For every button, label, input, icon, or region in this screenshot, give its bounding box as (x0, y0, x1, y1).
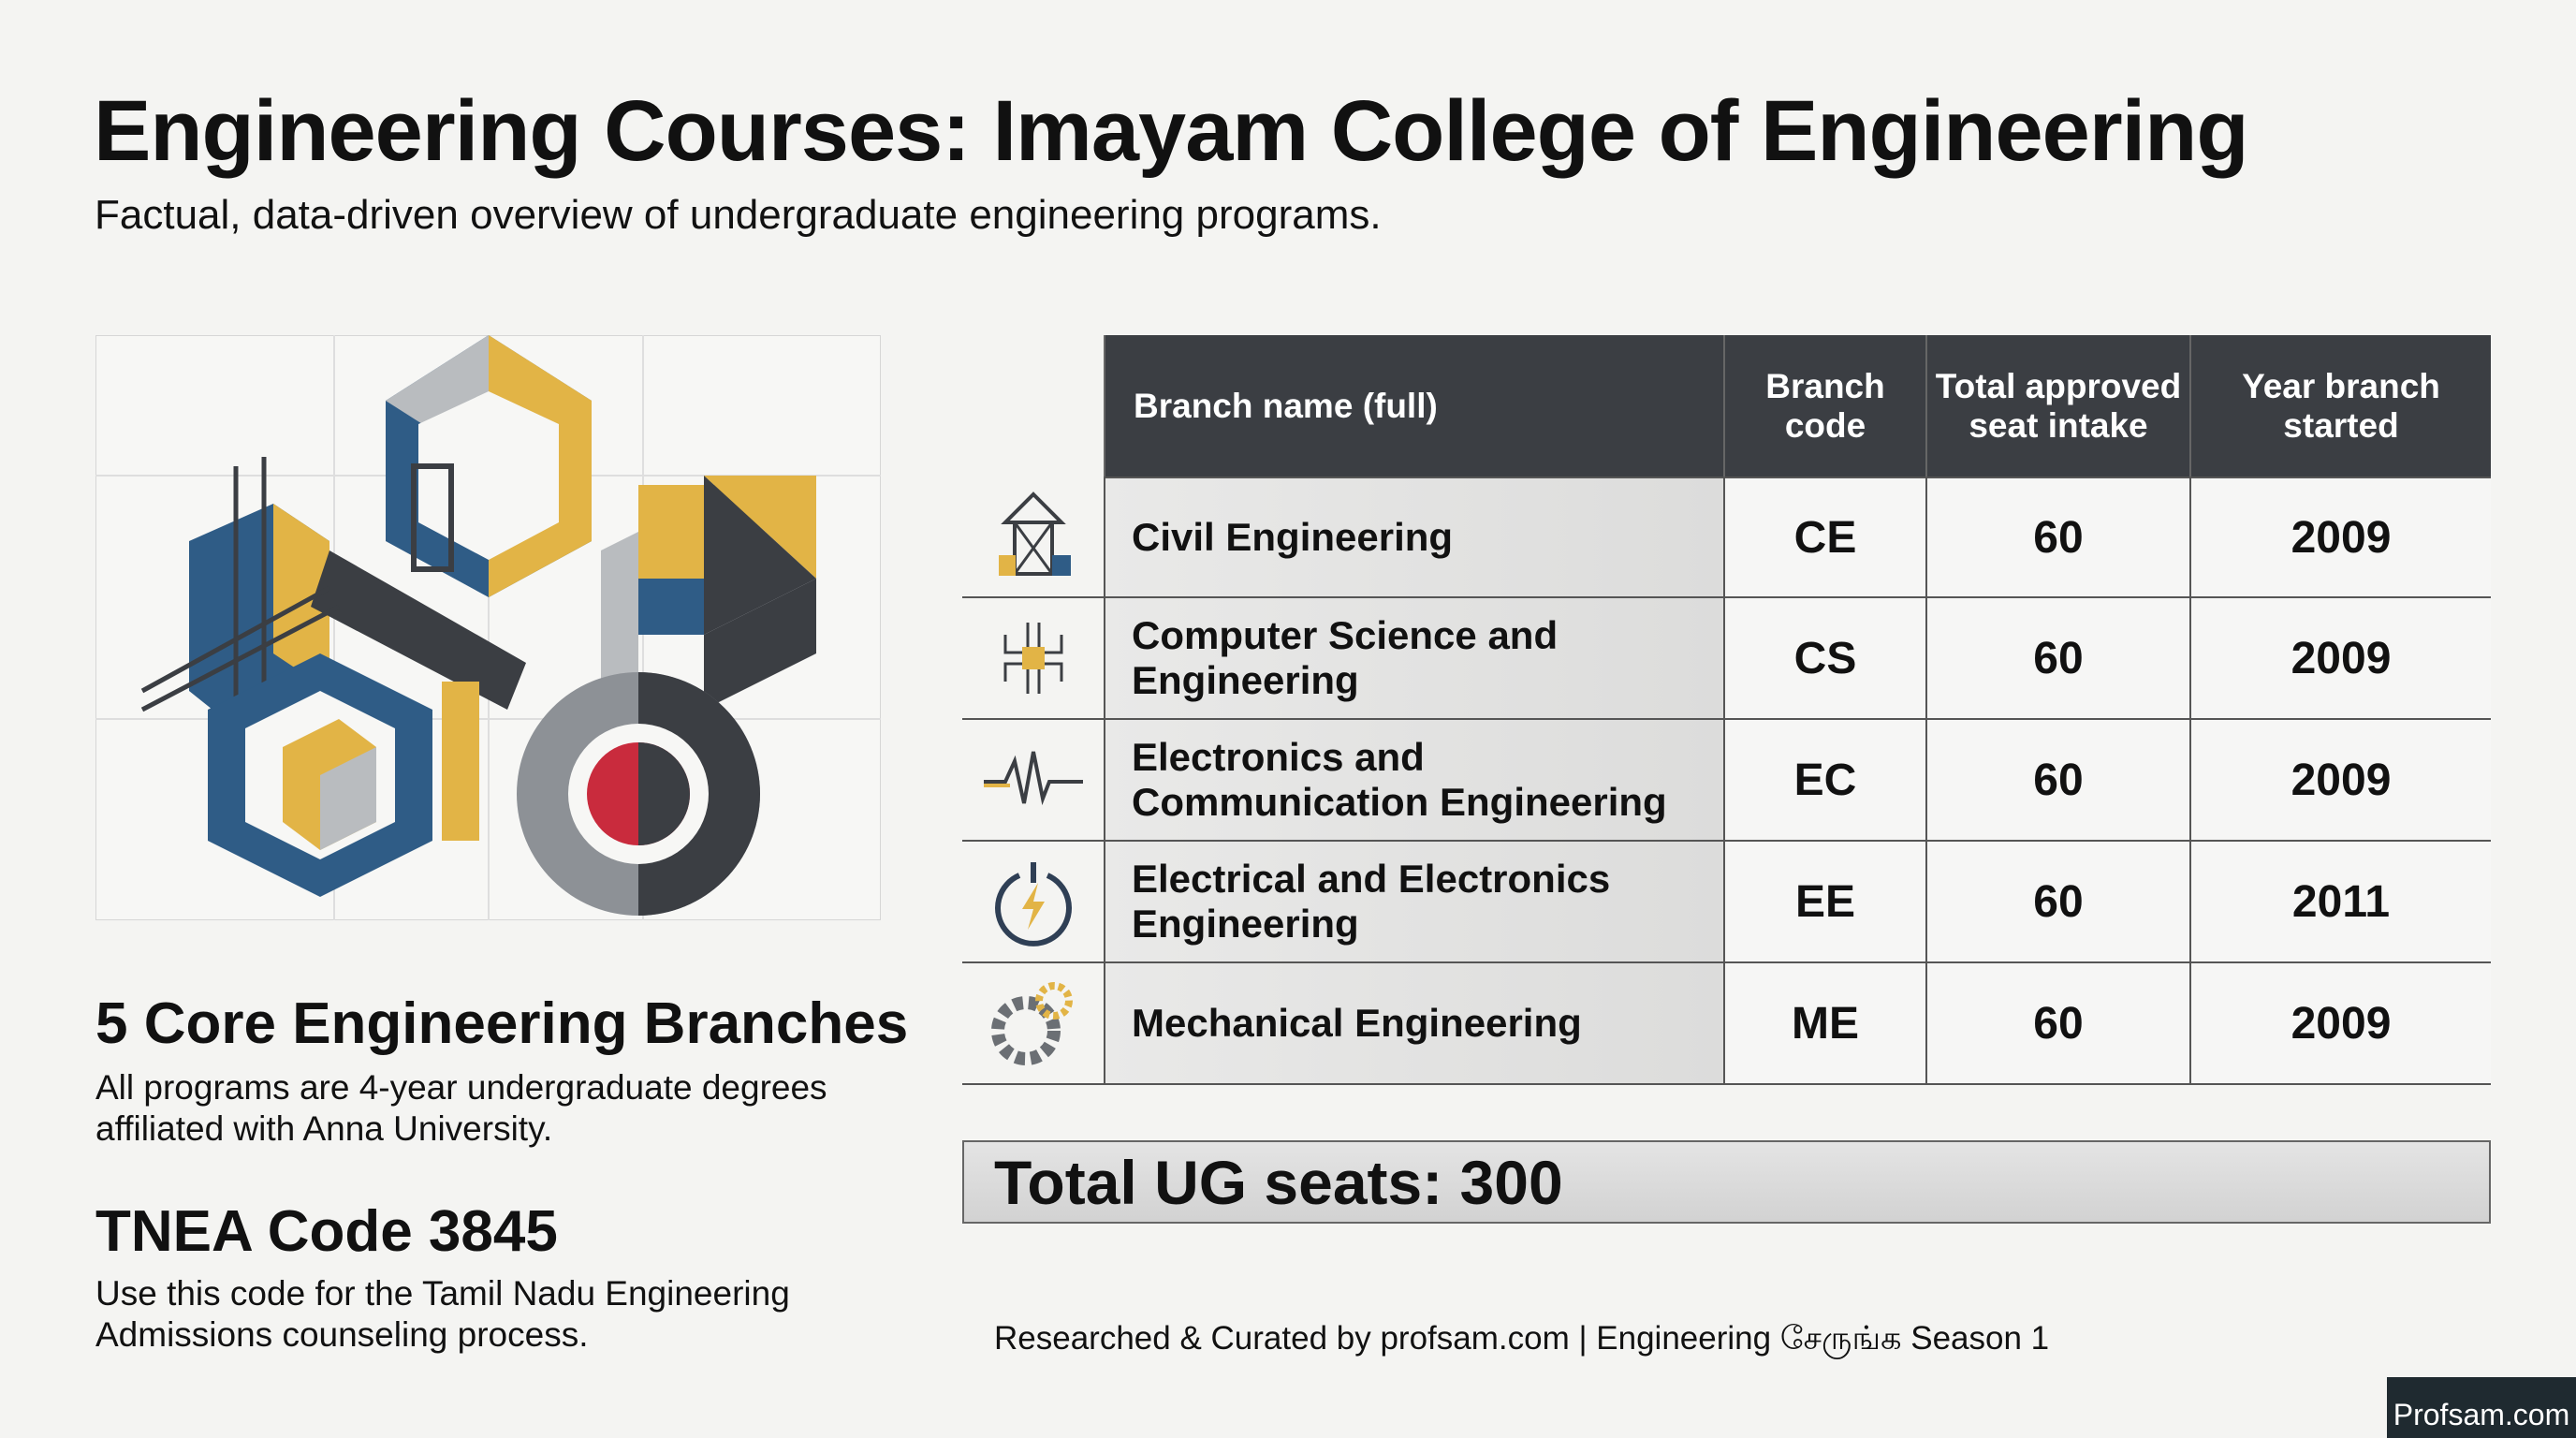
seat-intake: 60 (1925, 720, 2189, 842)
column-header: Year branch started (2189, 335, 2491, 477)
year-started: 2009 (2189, 477, 2491, 598)
summary-text: Use this code for the Tamil Nadu Enginee… (95, 1274, 790, 1354)
branch-code: ME (1723, 963, 1925, 1085)
total-seats: Total UG seats: 300 (962, 1140, 2491, 1224)
subtitle: Factual, data-driven overview of undergr… (95, 192, 1382, 238)
footer-credit: Researched & Curated by profsam.com | En… (994, 1320, 2050, 1357)
seat-intake: 60 (1925, 963, 2189, 1085)
column-header: Total approved seat intake (1925, 335, 2189, 477)
branch-name: Electrical and Electronics Engineering (1104, 842, 1723, 963)
branch-name: Civil Engineering (1104, 477, 1723, 598)
icon-me (962, 963, 1104, 1085)
year-started: 2009 (2189, 598, 2491, 720)
column-header: Branch code (1723, 335, 1925, 477)
icon-civil (962, 477, 1104, 598)
seat-intake: 60 (1925, 598, 2189, 720)
brand-badge: Profsam.com (2387, 1377, 2576, 1438)
illustration (95, 335, 881, 920)
icon-ec (962, 720, 1104, 842)
title: Engineering Courses: Imayam College of E… (94, 83, 2249, 179)
branch-code: EC (1723, 720, 1925, 842)
branch-name: Mechanical Engineering (1104, 963, 1723, 1085)
seat-intake: 60 (1925, 477, 2189, 598)
column-header: Branch name (full) (1104, 335, 1723, 477)
seat-intake: 60 (1925, 842, 2189, 963)
summary-heading: TNEA Code 3845 (95, 1199, 558, 1264)
icon-cs (962, 598, 1104, 720)
icon-ee (962, 842, 1104, 963)
header-blank (962, 335, 1104, 477)
year-started: 2009 (2189, 720, 2491, 842)
year-started: 2009 (2189, 963, 2491, 1085)
year-started: 2011 (2189, 842, 2491, 963)
branch-table: Branch name (full) Branch code Total app… (962, 335, 2491, 1085)
branch-name: Computer Science and Engineering (1104, 598, 1723, 720)
summary-text: All programs are 4-year undergraduate de… (95, 1068, 827, 1148)
branch-code: CE (1723, 477, 1925, 598)
branch-code: EE (1723, 842, 1925, 963)
branch-name: Electronics and Communication Engineerin… (1104, 720, 1723, 842)
summary-heading: 5 Core Engineering Branches (95, 991, 909, 1056)
branch-code: CS (1723, 598, 1925, 720)
